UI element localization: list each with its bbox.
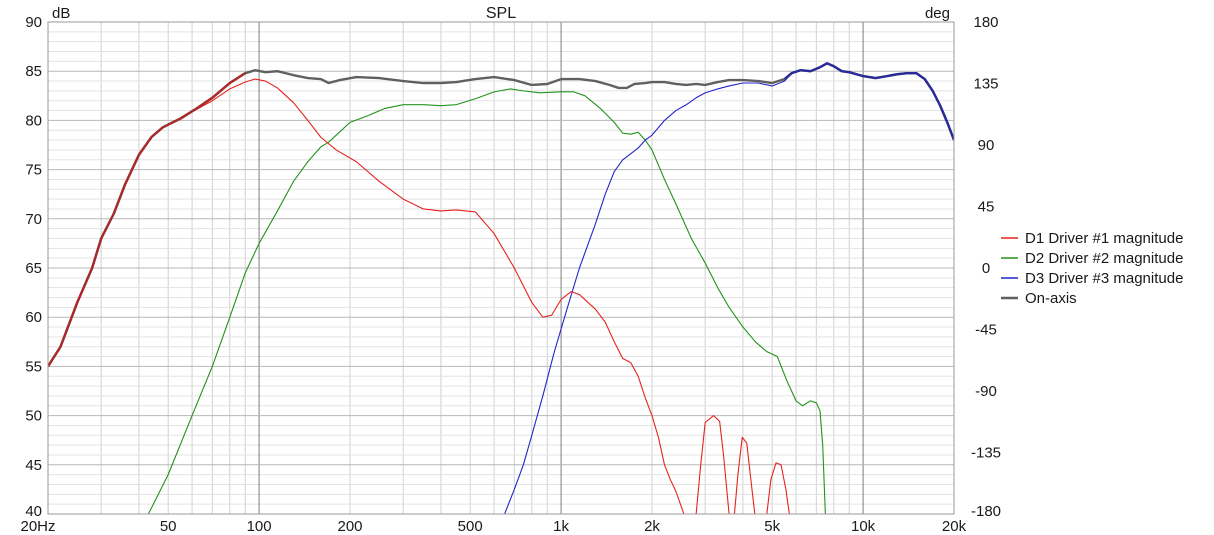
legend-label: D3 Driver #3 magnitude [1025,270,1183,287]
y2-tick-label: 45 [978,199,995,216]
y-tick-label: 40 [25,503,42,520]
x-tick-label: 10k [851,518,876,535]
y2-tick-label: 90 [978,137,995,154]
x-tick-label: 500 [458,518,483,535]
y-tick-label: 50 [25,408,42,425]
y2-tick-label: -180 [971,503,1001,520]
y2-tick-label: -135 [971,445,1001,462]
legend: D1 Driver #1 magnitude D2 Driver #2 magni… [1001,230,1183,307]
x-tick-label: 200 [337,518,362,535]
x-tick-label: 50 [160,518,177,535]
series-overlap-low [48,72,246,368]
x-tick-label: 100 [247,518,272,535]
y2-tick-label: -90 [975,383,997,400]
x-tick-label: 20k [942,518,967,535]
x-tick-label: 1k [553,518,569,535]
y2-tick-label: 0 [982,260,990,277]
y-tick-label: 90 [25,14,42,31]
plot-frame [47,21,955,515]
y2-axis-unit: deg [925,5,950,22]
x-tick-label: 5k [764,518,780,535]
y-axis-unit: dB [52,5,70,22]
y-tick-label: 85 [25,63,42,80]
y-tick-label: 80 [25,112,42,129]
legend-label: On-axis [1025,290,1077,307]
x-tick-labels: 20Hz 50 100 200 500 1k 2k 5k 10k 20k [20,518,966,535]
y-tick-label: 55 [25,358,42,375]
y2-tick-label: 180 [973,14,998,31]
chart-title: SPL [486,5,516,22]
series-overlap-high [783,62,954,141]
y2-tick-labels: -180 -135 -90 -45 0 45 90 135 180 [971,14,1001,520]
legend-label: D1 Driver #1 magnitude [1025,230,1183,247]
series-layer [48,62,954,514]
y2-tick-label: -45 [975,322,997,339]
x-tick-label: 20Hz [20,518,55,535]
x-tick-label: 2k [644,518,660,535]
series-line-1 [48,78,790,514]
y-tick-label: 60 [25,309,42,326]
series-line-2 [147,88,826,514]
legend-label: D2 Driver #2 magnitude [1025,250,1183,267]
y-tick-labels: 40 45 50 55 60 65 70 75 80 85 90 [25,14,42,520]
y-tick-label: 65 [25,260,42,277]
y-tick-label: 70 [25,211,42,228]
y-tick-label: 75 [25,162,42,179]
y2-tick-label: 135 [973,76,998,93]
y-tick-label: 45 [25,457,42,474]
